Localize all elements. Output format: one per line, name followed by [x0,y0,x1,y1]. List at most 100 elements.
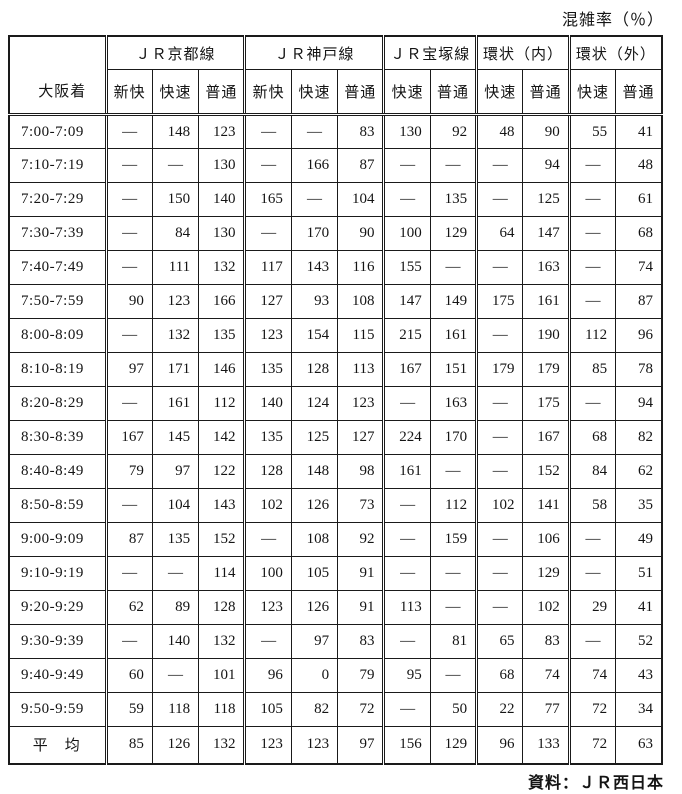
value-cell: 72 [567,726,617,764]
units-label: 混雑率（％） [561,12,664,29]
value-cell: 87 [337,148,385,183]
value-cell: — [382,624,431,659]
value-cell: 135 [243,420,292,455]
time-cell: 9:40-9:49 [8,658,107,693]
table-row: 9:50-9:59 59 118 118 105 82 72—50 22 77 72 34 [8,692,663,727]
value-cell: 90 [337,216,385,251]
value-cell: 125 [522,182,570,217]
value-cell: 149 [429,284,478,319]
value-cell: 92 [429,114,478,149]
value-cell: 41 [615,590,663,625]
value-cell: — [290,182,339,217]
value-cell: 175 [475,284,524,319]
col-header: 新快 [243,69,292,116]
table-row: 7:20-7:29—150 140 165—104—135—125—61 [8,182,663,217]
value-cell: — [243,216,292,251]
value-cell: — [429,590,478,625]
value-cell: 123 [151,284,200,319]
value-cell: 35 [615,488,663,523]
value-cell: 132 [151,318,200,353]
value-cell: 118 [151,692,200,727]
time-cell: 8:50-8:59 [8,488,107,523]
value-cell: 130 [382,114,431,149]
value-cell: 97 [104,352,153,387]
value-cell: 59 [104,692,153,727]
value-cell: 90 [522,114,570,149]
value-cell: — [475,522,524,557]
value-cell: 224 [382,420,431,455]
value-cell: — [567,522,617,557]
value-cell: 96 [615,318,663,353]
value-cell: 64 [475,216,524,251]
value-cell: 143 [198,488,246,523]
value-cell: 41 [615,114,663,149]
table-row: 9:40-9:49 60—101 96 0 79 95—68 74 74 43 [8,658,663,693]
value-cell: 166 [290,148,339,183]
value-cell: 132 [198,726,246,764]
value-cell: — [243,114,292,149]
table-row: 8:00-8:09—132 135 123 154 115 215 161—190 112 96 [8,318,663,353]
value-cell: 129 [522,556,570,591]
value-cell: 163 [429,386,478,421]
value-cell: — [382,386,431,421]
time-cell: 9:00-9:09 [8,522,107,557]
value-cell: 102 [522,590,570,625]
value-cell: 140 [198,182,246,217]
value-cell: 97 [290,624,339,659]
value-cell: — [243,148,292,183]
value-cell: 128 [198,590,246,625]
value-cell: 163 [522,250,570,285]
value-cell: 98 [337,454,385,489]
value-cell: 102 [475,488,524,523]
value-cell: 0 [290,658,339,693]
value-cell: 152 [198,522,246,557]
table-row: 7:10-7:19— —130—166 87— — —94—48 [8,148,663,183]
group-header: ＪＲ宝塚線 [382,35,478,70]
value-cell: 79 [104,454,153,489]
value-cell: — [429,454,478,489]
value-cell: — [104,216,153,251]
value-cell: 82 [290,692,339,727]
value-cell: — [243,624,292,659]
value-cell: — [243,522,292,557]
value-cell: 106 [522,522,570,557]
value-cell: — [382,556,431,591]
value-cell: 104 [337,182,385,217]
value-cell: 166 [198,284,246,319]
value-cell: 127 [243,284,292,319]
value-cell: 161 [382,454,431,489]
col-header: 快速 [151,69,200,116]
value-cell: 140 [151,624,200,659]
value-cell: — [151,148,200,183]
value-cell: 82 [615,420,663,455]
value-cell: — [475,590,524,625]
value-cell: 179 [475,352,524,387]
value-cell: — [429,148,478,183]
value-cell: 167 [522,420,570,455]
value-cell: 84 [151,216,200,251]
value-cell: 128 [243,454,292,489]
table-row: 7:50-7:59 90 123 166 127 93 108 147 149 175 161—87 [8,284,663,319]
table-row: 8:10-8:19 97 171 146 135 128 113 167 151 179 179 85… [8,352,663,387]
value-cell: 143 [290,250,339,285]
col-header: 快速 [290,69,339,116]
value-cell: 95 [382,658,431,693]
value-cell: — [382,692,431,727]
time-cell: 7:30-7:39 [8,216,107,251]
value-cell: 83 [522,624,570,659]
value-cell: 161 [429,318,478,353]
value-cell: 148 [151,114,200,149]
value-cell: 155 [382,250,431,285]
value-cell: — [104,624,153,659]
value-cell: 148 [290,454,339,489]
value-cell: 62 [104,590,153,625]
value-cell: 127 [337,420,385,455]
value-cell: — [104,318,153,353]
value-cell: 140 [243,386,292,421]
value-cell: 124 [290,386,339,421]
value-cell: 111 [151,250,200,285]
value-cell: 49 [615,522,663,557]
value-cell: 135 [243,352,292,387]
value-cell: 130 [198,148,246,183]
value-cell: 84 [567,454,617,489]
